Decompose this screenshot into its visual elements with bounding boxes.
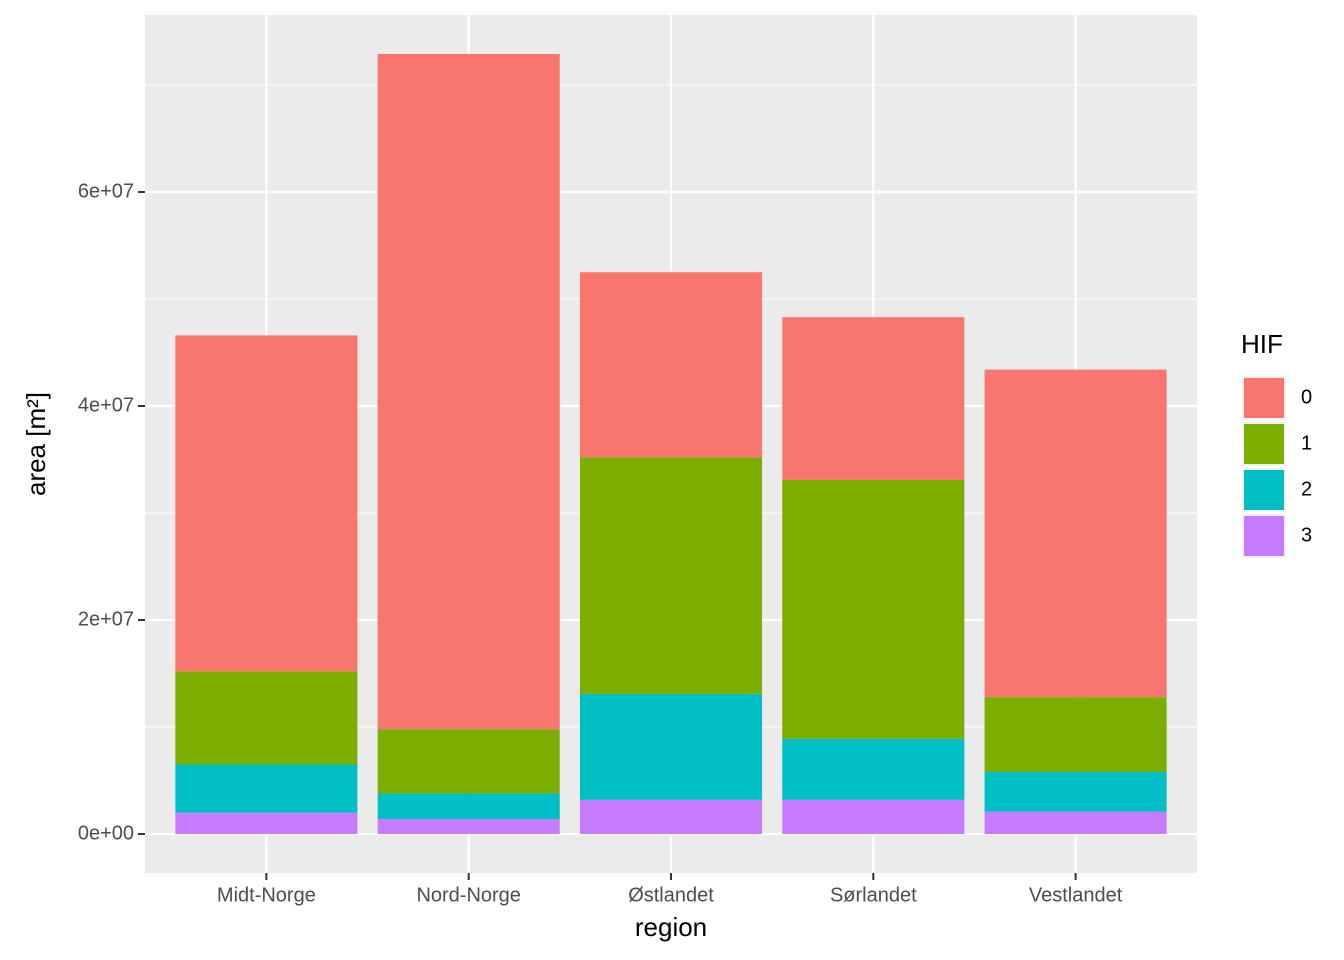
bar-segment xyxy=(175,671,358,765)
legend-swatch xyxy=(1244,516,1284,556)
legend-swatch xyxy=(1244,424,1284,464)
bar-segment xyxy=(984,697,1167,772)
y-tick-label: 6e+07 xyxy=(78,180,134,202)
bar-segment xyxy=(579,799,763,835)
y-axis-title: area [m²] xyxy=(21,392,51,496)
x-tick-label: Nord-Norge xyxy=(416,884,520,906)
bar-segment xyxy=(579,457,763,694)
bar-segment xyxy=(175,812,358,835)
bar-segment xyxy=(377,53,560,730)
bar-segment xyxy=(377,729,560,794)
legend-label: 0 xyxy=(1301,386,1312,408)
y-tick-label: 4e+07 xyxy=(78,394,134,416)
x-tick-label: Midt-Norge xyxy=(217,884,316,906)
bar-segment xyxy=(782,317,965,480)
bar-segment xyxy=(984,771,1167,812)
legend-swatch xyxy=(1244,470,1284,510)
legend-label: 3 xyxy=(1301,524,1312,546)
bar-segment xyxy=(984,811,1167,835)
bar-segment xyxy=(579,693,763,800)
bar-segment xyxy=(782,738,965,800)
y-tick-label: 2e+07 xyxy=(78,608,134,630)
bar-segment xyxy=(579,272,763,458)
legend-label: 1 xyxy=(1301,432,1312,454)
legend-title: HIF xyxy=(1241,329,1283,359)
bar-segment xyxy=(175,335,358,672)
bar-segment xyxy=(782,479,965,739)
bar-segment xyxy=(377,819,560,835)
y-tick-label: 0e+00 xyxy=(78,822,134,844)
bar-segment xyxy=(782,799,965,835)
bar-segment xyxy=(377,793,560,820)
legend-label: 2 xyxy=(1301,478,1312,500)
x-axis-title: region xyxy=(635,912,707,942)
x-tick-label: Østlandet xyxy=(628,884,714,906)
legend-swatch xyxy=(1244,378,1284,418)
x-tick-label: Vestlandet xyxy=(1029,884,1123,906)
x-tick-label: Sørlandet xyxy=(830,884,917,906)
bar-segment xyxy=(984,369,1167,698)
bar-segment xyxy=(175,764,358,813)
